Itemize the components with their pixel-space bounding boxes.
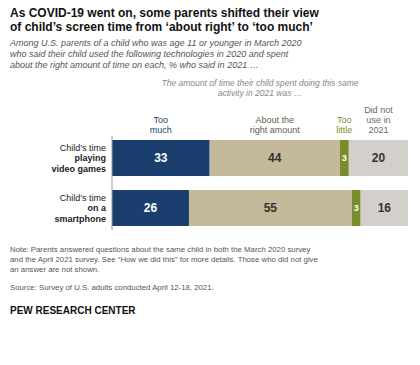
data-label: 16 — [378, 201, 392, 215]
bar — [349, 140, 408, 176]
annotation: The amount of time their child spent doi… — [161, 78, 358, 98]
data-label: 3 — [354, 203, 359, 213]
bar — [361, 190, 408, 226]
bar — [352, 190, 361, 226]
data-label: 3 — [342, 153, 347, 163]
data-label: 55 — [264, 201, 278, 215]
bar — [340, 140, 349, 176]
data-labels: 33 44 3 20 26 55 3 16 — [144, 151, 392, 215]
data-label: 26 — [144, 201, 158, 215]
chart: As COVID-19 went on, some parents shifte… — [0, 0, 420, 365]
footer: PEW RESEARCH CENTER — [10, 305, 136, 316]
source: Source: Survey of U.S. adults conducted … — [10, 283, 214, 292]
row-label: Child’s timeon asmartphone — [54, 193, 106, 224]
legend-entry: Did notuse in2021 — [364, 105, 393, 135]
subtitle: Among U.S. parents of a child who was ag… — [9, 38, 302, 70]
bar — [210, 140, 340, 176]
legend-entry: Toomuch — [150, 115, 172, 135]
bar — [112, 140, 210, 176]
legend-entry: Toolittle — [336, 115, 352, 135]
bar — [112, 190, 189, 226]
legend-entry: About theright amount — [250, 115, 301, 135]
bars — [112, 140, 408, 226]
data-label: 20 — [372, 151, 386, 165]
data-label: 33 — [154, 151, 168, 165]
row-label: Child’s timeplayingvideo games — [51, 143, 106, 174]
note: Note: Parents answered questions about t… — [10, 245, 318, 274]
title: As COVID-19 went on, some parents shifte… — [10, 6, 319, 34]
axis-line — [112, 136, 113, 230]
data-label: 44 — [268, 151, 282, 165]
bar — [189, 190, 352, 226]
